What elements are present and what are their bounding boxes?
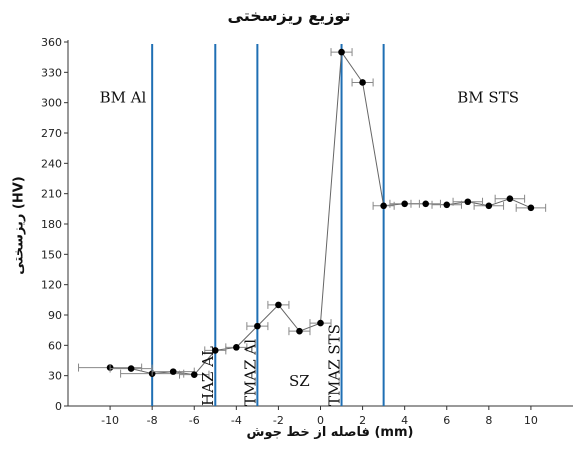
data-point (527, 204, 535, 212)
x-tick-label: 0 (317, 414, 324, 427)
x-tick-label: -4 (231, 414, 242, 427)
data-point (506, 195, 514, 203)
data-point (464, 198, 472, 206)
zone-label: TMAZ Al (241, 339, 259, 406)
data-point (380, 202, 387, 210)
data-point (422, 200, 430, 208)
x-tick-label: -10 (101, 414, 119, 427)
y-tick-label: 180 (41, 218, 62, 231)
y-tick-label: 270 (41, 127, 62, 140)
data-point (127, 365, 135, 372)
data-point (359, 79, 366, 86)
x-axis-label: فاصله از خط جوش (mm) (246, 425, 414, 440)
x-tick-label: 2 (359, 414, 366, 427)
data-point (190, 371, 198, 378)
data-point (233, 344, 240, 351)
x-tick-label: 10 (524, 414, 538, 427)
y-tick-label: 120 (41, 279, 62, 292)
zone-label: BM STS (457, 89, 519, 107)
x-tick-label: 8 (485, 414, 492, 427)
chart-title: توزیع ریزسختی (227, 6, 351, 25)
x-tick-label: 4 (401, 414, 408, 427)
y-tick-label: 330 (41, 66, 62, 79)
data-point (485, 202, 493, 210)
y-tick-label: 0 (55, 400, 62, 413)
y-tick-label: 300 (41, 97, 62, 110)
data-point (211, 347, 219, 354)
y-tick-label: 30 (48, 370, 62, 383)
y-tick-label: 150 (41, 248, 62, 261)
data-point (275, 301, 282, 309)
y-tick-label: 360 (41, 36, 62, 49)
y-tick-label: 60 (48, 339, 62, 352)
x-tick-label: -8 (147, 414, 158, 427)
data-point (296, 327, 303, 335)
data-point (401, 200, 408, 208)
data-point (443, 201, 451, 209)
y-tick-label: 240 (41, 157, 62, 170)
y-tick-label: 210 (41, 188, 62, 201)
x-tick-label: -6 (189, 414, 200, 427)
zone-label: TMAZ STS (325, 324, 343, 406)
y-tick-label: 90 (48, 309, 62, 322)
x-tick-label: 6 (443, 414, 450, 427)
data-point (317, 319, 324, 327)
zone-label: SZ (289, 372, 310, 390)
x-tick-label: -2 (273, 414, 284, 427)
data-point (338, 48, 345, 56)
zone-label: HAZ AL (199, 346, 217, 406)
data-point (169, 368, 177, 375)
data-point (254, 322, 261, 330)
y-axis-label: ریزسختی (HV) (11, 176, 27, 275)
zone-label: BM Al (100, 89, 147, 107)
